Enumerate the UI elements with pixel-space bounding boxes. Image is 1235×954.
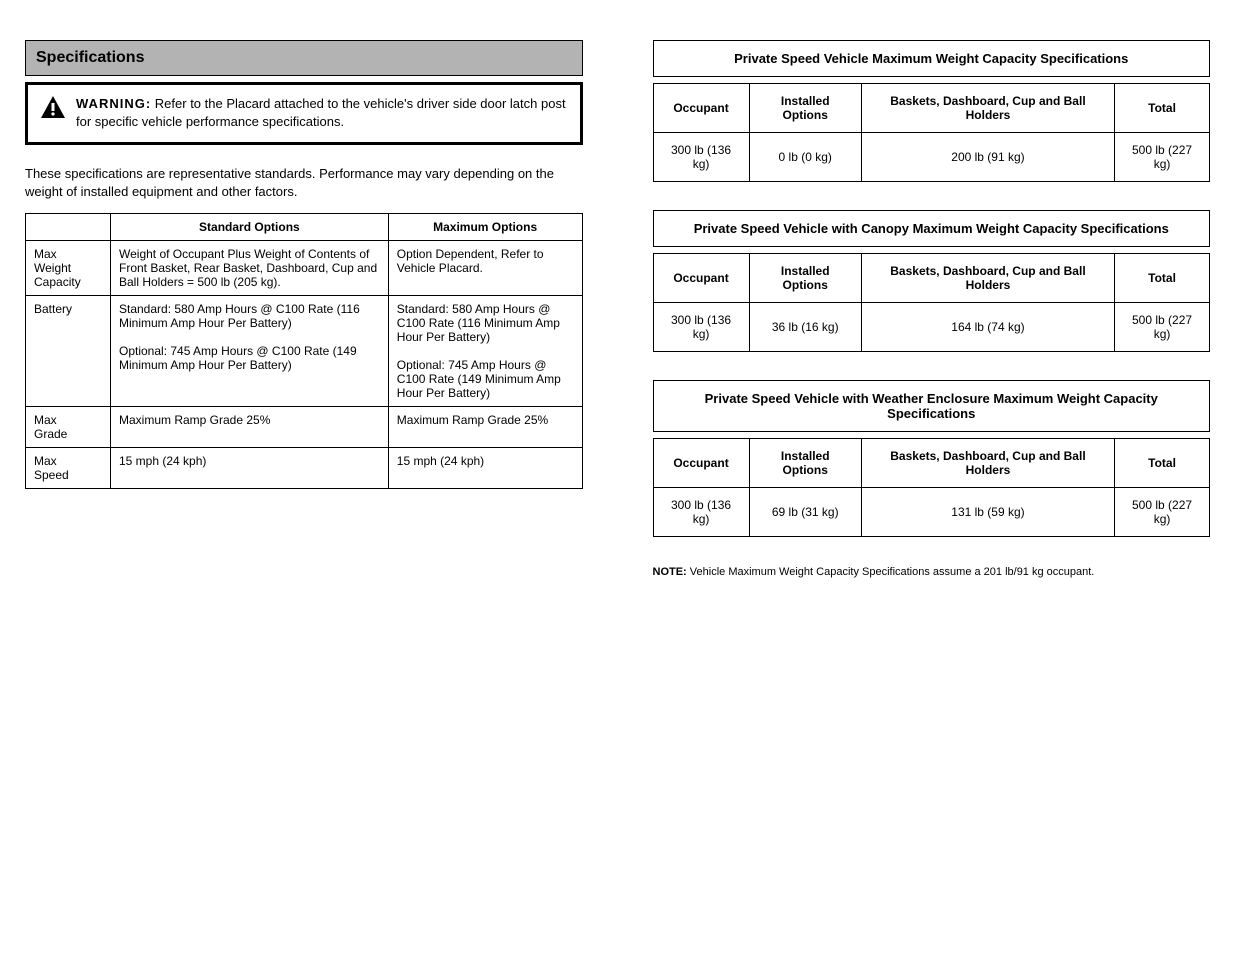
capacity-table: OccupantInstalled OptionsBaskets, Dashbo… (653, 83, 1211, 182)
capacity-block: Private Speed Vehicle with Weather Enclo… (653, 380, 1211, 537)
spec-header-max: Maximum Options (388, 214, 582, 241)
spec-row-label: Max Grade (26, 407, 111, 448)
spec-header-std: Standard Options (111, 214, 389, 241)
capacity-cell: 0 lb (0 kg) (749, 133, 861, 182)
capacity-block: Private Speed Vehicle with Canopy Maximu… (653, 210, 1211, 352)
capacity-cell: 69 lb (31 kg) (749, 488, 861, 537)
spec-row-max: Maximum Ramp Grade 25% (388, 407, 582, 448)
capacity-title: Private Speed Vehicle with Canopy Maximu… (653, 210, 1211, 247)
spec-row-std: Weight of Occupant Plus Weight of Conten… (111, 241, 389, 296)
warning-text: WARNING: Refer to the Placard attached t… (76, 95, 568, 130)
capacity-header-cell: Baskets, Dashboard, Cup and Ball Holders (861, 439, 1114, 488)
note-label: NOTE: (653, 566, 687, 578)
spec-row-label: Battery (26, 296, 111, 407)
capacity-cell: 500 lb (227 kg) (1115, 133, 1210, 182)
capacity-header-cell: Total (1115, 84, 1210, 133)
spec-row: Max Weight CapacityWeight of Occupant Pl… (26, 241, 583, 296)
capacity-block: Private Speed Vehicle Maximum Weight Cap… (653, 40, 1211, 182)
spec-row: Max Speed15 mph (24 kph)15 mph (24 kph) (26, 448, 583, 489)
capacity-title: Private Speed Vehicle Maximum Weight Cap… (653, 40, 1211, 77)
spec-row-label: Max Weight Capacity (26, 241, 111, 296)
capacity-header-cell: Baskets, Dashboard, Cup and Ball Holders (861, 254, 1114, 303)
capacity-header-cell: Total (1115, 439, 1210, 488)
spec-row-max: Standard: 580 Amp Hours @ C100 Rate (116… (388, 296, 582, 407)
capacity-table: OccupantInstalled OptionsBaskets, Dashbo… (653, 253, 1211, 352)
capacity-header-cell: Occupant (653, 84, 749, 133)
capacity-cell: 36 lb (16 kg) (749, 303, 861, 352)
capacity-cell: 500 lb (227 kg) (1115, 303, 1210, 352)
spec-row-max: Option Dependent, Refer to Vehicle Placa… (388, 241, 582, 296)
spec-header-blank (26, 214, 111, 241)
capacity-cell: 131 lb (59 kg) (861, 488, 1114, 537)
capacity-cell: 300 lb (136 kg) (653, 303, 749, 352)
warning-title: WARNING: (76, 96, 151, 111)
capacity-table: OccupantInstalled OptionsBaskets, Dashbo… (653, 438, 1211, 537)
spec-row: Max GradeMaximum Ramp Grade 25%Maximum R… (26, 407, 583, 448)
capacity-header-cell: Installed Options (749, 84, 861, 133)
capacity-header-cell: Installed Options (749, 439, 861, 488)
intro-text: These specifications are representative … (25, 165, 583, 201)
spec-row-std: Maximum Ramp Grade 25% (111, 407, 389, 448)
spec-row-max: 15 mph (24 kph) (388, 448, 582, 489)
capacity-cell: 300 lb (136 kg) (653, 488, 749, 537)
capacity-title: Private Speed Vehicle with Weather Enclo… (653, 380, 1211, 432)
warning-box: WARNING: Refer to the Placard attached t… (25, 82, 583, 145)
capacity-header-cell: Installed Options (749, 254, 861, 303)
capacity-header-cell: Occupant (653, 254, 749, 303)
spec-row-std: 15 mph (24 kph) (111, 448, 389, 489)
spec-row-std: Standard: 580 Amp Hours @ C100 Rate (116… (111, 296, 389, 407)
note-body: Vehicle Maximum Weight Capacity Specific… (690, 566, 1095, 578)
section-header: Specifications (25, 40, 583, 76)
capacity-cell: 200 lb (91 kg) (861, 133, 1114, 182)
note: NOTE: Vehicle Maximum Weight Capacity Sp… (653, 565, 1211, 579)
left-column: Specifications WARNING: Refer to the Pla… (25, 40, 583, 579)
capacity-cell: 300 lb (136 kg) (653, 133, 749, 182)
right-column: Private Speed Vehicle Maximum Weight Cap… (653, 40, 1211, 579)
capacity-cell: 500 lb (227 kg) (1115, 488, 1210, 537)
capacity-cell: 164 lb (74 kg) (861, 303, 1114, 352)
spec-table: Standard Options Maximum Options Max Wei… (25, 213, 583, 489)
capacity-header-cell: Total (1115, 254, 1210, 303)
capacity-header-cell: Baskets, Dashboard, Cup and Ball Holders (861, 84, 1114, 133)
spec-row: BatteryStandard: 580 Amp Hours @ C100 Ra… (26, 296, 583, 407)
capacity-header-cell: Occupant (653, 439, 749, 488)
warning-triangle-icon (40, 95, 66, 119)
page-root: Specifications WARNING: Refer to the Pla… (25, 40, 1210, 579)
spec-row-label: Max Speed (26, 448, 111, 489)
